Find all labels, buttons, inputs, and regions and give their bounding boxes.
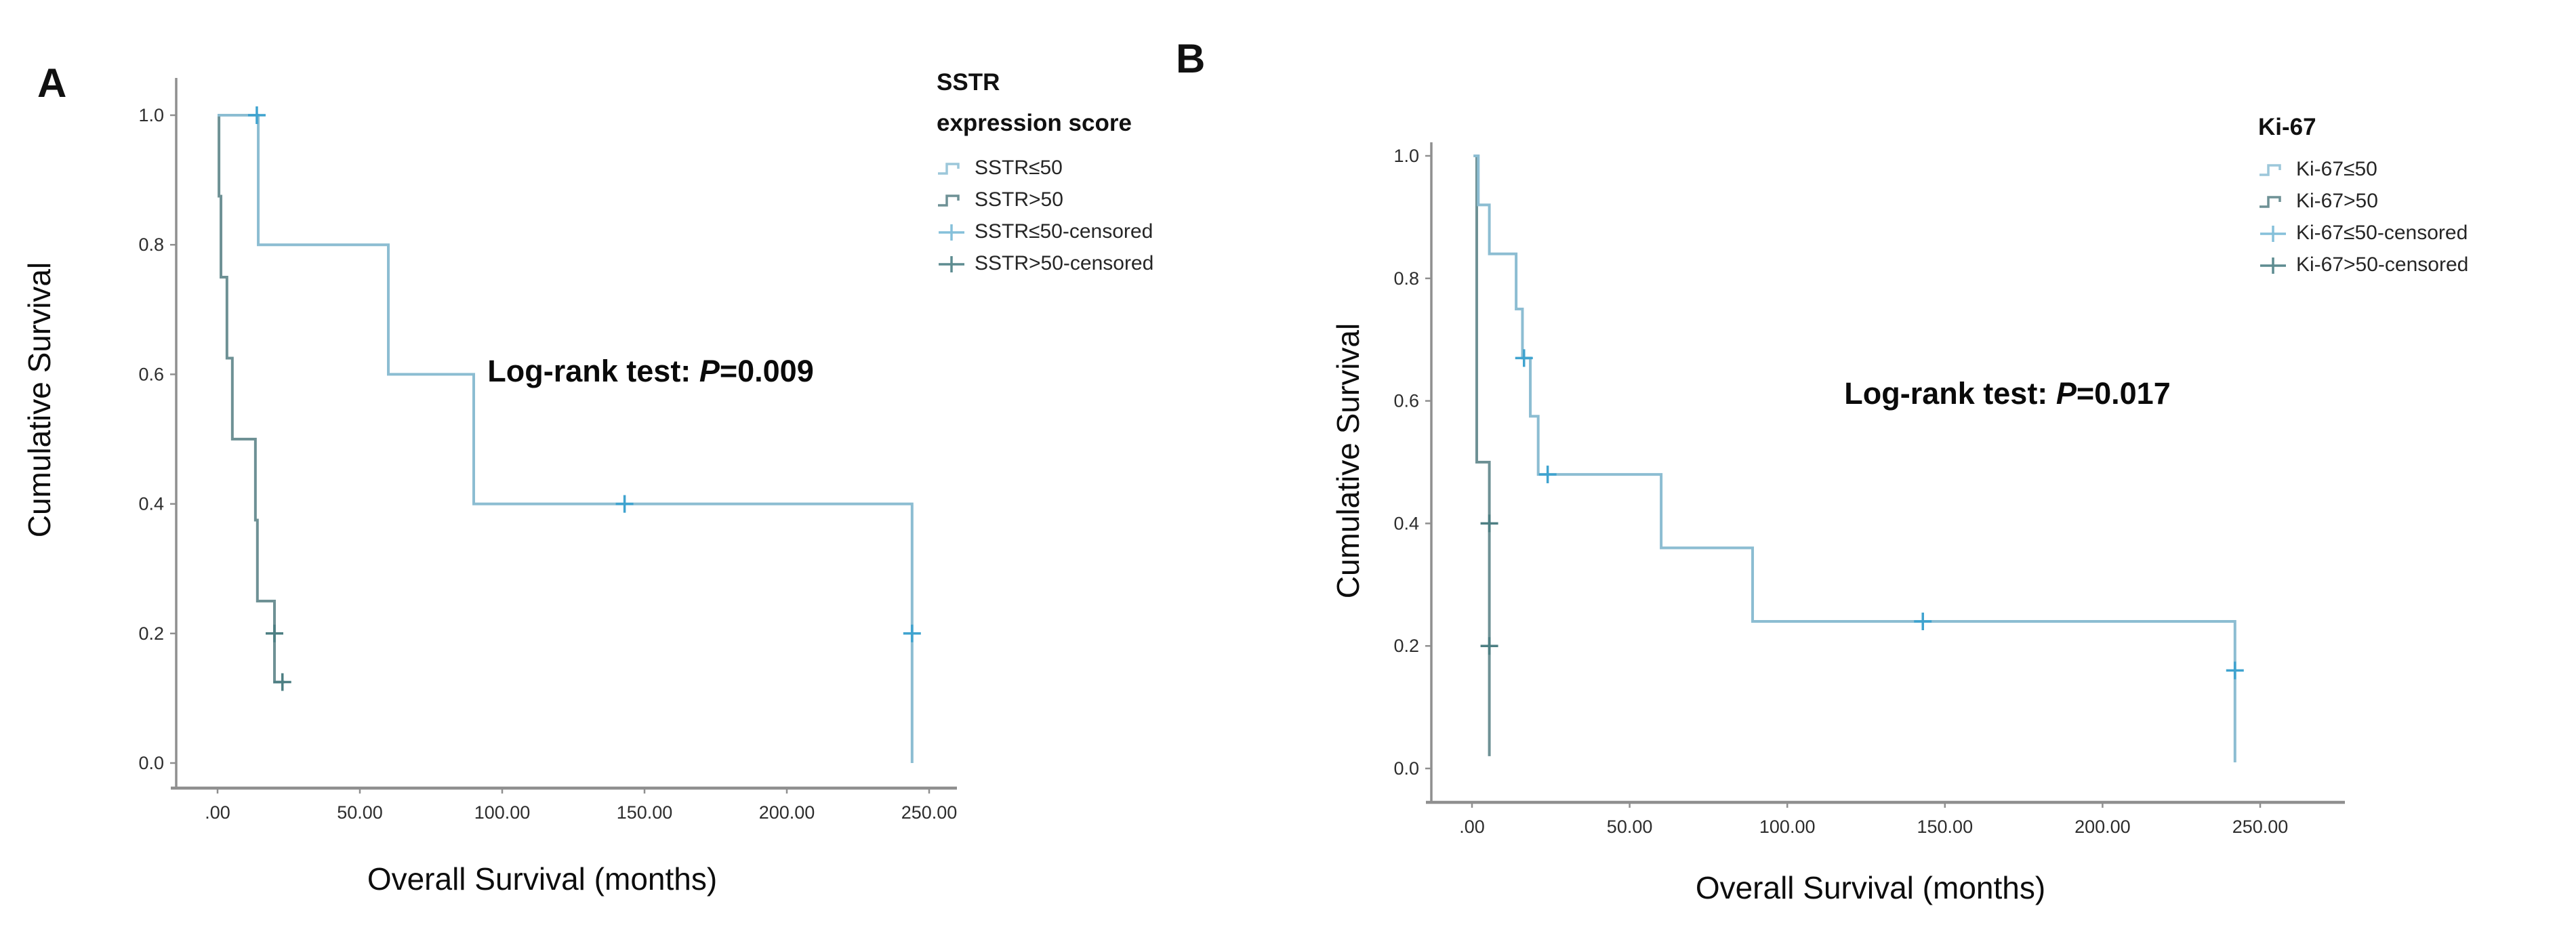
logrank-text: Log-rank test:	[487, 354, 699, 388]
svg-text:0.2: 0.2	[138, 623, 164, 644]
legend-entry: SSTR≤50-censored	[937, 215, 1153, 247]
censor-plus-icon	[2260, 257, 2286, 274]
step-line-icon	[938, 162, 960, 175]
p-symbol: P	[2056, 376, 2077, 411]
legend-entry-label: SSTR≤50-censored	[975, 220, 1153, 243]
panel-a-logrank-annotation: Log-rank test: P=0.009	[393, 354, 908, 389]
panel-b-y-axis-label: Cumulative Survival	[1330, 323, 1366, 599]
km-plot-a: 0.0 0.2 0.4 0.6 0.8 1.0 .00 50.00 100.00 150.00 20…	[138, 78, 958, 823]
svg-text:100.00: 100.00	[474, 802, 531, 823]
p-symbol: P	[699, 354, 720, 388]
panel-b-legend: Ki-67 Ki-67≤50 Ki-67>50 Ki-67≤50-censore…	[2258, 107, 2468, 281]
svg-text:0.0: 0.0	[138, 753, 164, 773]
legend-entry: Ki-67≤50	[2258, 153, 2468, 185]
panel-b-logrank-annotation: Log-rank test: P=0.017	[1750, 376, 2265, 411]
panel-a-x-axis-label: Overall Survival (months)	[367, 861, 718, 897]
step-line-icon	[2260, 195, 2281, 208]
legend-entry-label: SSTR≤50	[975, 156, 1063, 179]
legend-title-line: Ki-67	[2258, 114, 2316, 140]
p-value: =0.009	[719, 354, 814, 388]
censor-plus-icon	[939, 224, 964, 241]
svg-text:0.6: 0.6	[1393, 391, 1419, 411]
svg-text:100.00: 100.00	[1759, 817, 1816, 837]
svg-text:50.00: 50.00	[1607, 817, 1653, 837]
legend-entry: SSTR≤50	[937, 152, 1153, 184]
legend-entry: SSTR>50-censored	[937, 247, 1153, 279]
censor-plus-icon	[939, 255, 964, 272]
svg-text:200.00: 200.00	[759, 802, 815, 823]
p-value: =0.017	[2076, 376, 2171, 411]
legend-entry: Ki-67>50-censored	[2258, 249, 2468, 281]
svg-text:0.2: 0.2	[1393, 636, 1419, 656]
svg-text:.00: .00	[205, 802, 230, 823]
svg-text:1.0: 1.0	[138, 105, 164, 125]
svg-text:0.0: 0.0	[1393, 758, 1419, 779]
svg-text:150.00: 150.00	[617, 802, 673, 823]
panel-b-x-axis-label: Overall Survival (months)	[1695, 870, 2046, 905]
legend-entry-label: SSTR>50	[975, 188, 1063, 211]
svg-text:.00: .00	[1459, 817, 1485, 837]
svg-text:250.00: 250.00	[2232, 817, 2289, 837]
legend-entry: SSTR>50	[937, 184, 1153, 215]
legend-entry-label: Ki-67≤50-censored	[2296, 221, 2468, 244]
svg-text:0.4: 0.4	[1393, 513, 1419, 533]
svg-text:1.0: 1.0	[1393, 146, 1419, 166]
svg-text:200.00: 200.00	[2074, 817, 2131, 837]
legend-entry-label: SSTR>50-censored	[975, 251, 1154, 274]
svg-text:0.8: 0.8	[138, 234, 164, 255]
svg-text:150.00: 150.00	[1917, 817, 1974, 837]
legend-entry: Ki-67≤50-censored	[2258, 217, 2468, 249]
svg-text:0.4: 0.4	[138, 494, 164, 514]
legend-entry-label: Ki-67>50-censored	[2296, 253, 2469, 276]
panel-a-letter: A	[37, 60, 67, 106]
legend-title-line: expression score	[937, 110, 1132, 136]
panel-a-y-axis-label: Cumulative Survival	[22, 262, 57, 538]
svg-text:0.6: 0.6	[138, 364, 164, 384]
km-plot-b: 0.0 0.2 0.4 0.6 0.8 1.0 .00 50.00 100.00 150.00 20…	[1393, 142, 2345, 837]
step-line-icon	[938, 194, 960, 207]
censor-plus-icon	[2260, 225, 2286, 242]
logrank-text: Log-rank test:	[1844, 376, 2056, 411]
legend-entry-label: Ki-67≤50	[2296, 157, 2377, 180]
legend-entry-label: Ki-67>50	[2296, 189, 2378, 212]
step-line-icon	[2260, 163, 2281, 176]
legend-title-line: SSTR	[937, 69, 1000, 96]
panel-a-legend: SSTR expression score SSTR≤50 SSTR>50 SS…	[937, 62, 1153, 279]
legend-entry: Ki-67>50	[2258, 185, 2468, 217]
svg-text:50.00: 50.00	[337, 802, 383, 823]
svg-text:0.8: 0.8	[1393, 268, 1419, 289]
panel-b-letter: B	[1176, 36, 1206, 81]
svg-text:250.00: 250.00	[901, 802, 958, 823]
